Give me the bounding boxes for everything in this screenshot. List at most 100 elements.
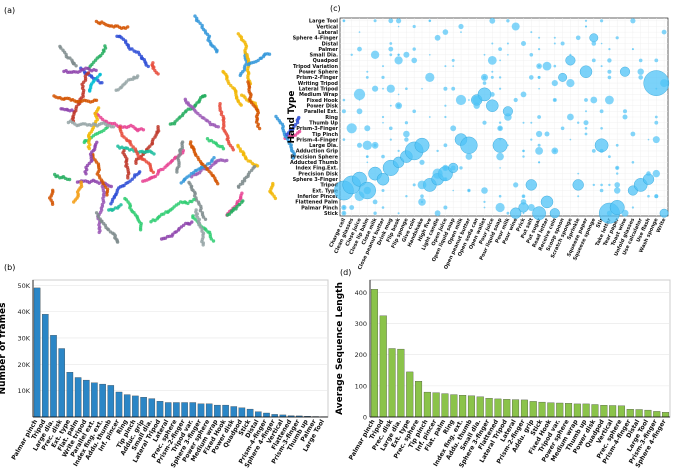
- bubble: [622, 114, 628, 120]
- bar: [238, 407, 246, 418]
- y-tick-label: Lateral Tripod: [299, 87, 339, 93]
- bubble: [584, 98, 588, 102]
- bubble: [491, 70, 494, 73]
- embedding-point: [150, 142, 154, 146]
- bubble: [638, 58, 643, 63]
- embedding-point: [164, 210, 168, 214]
- bubble: [381, 206, 385, 209]
- bubble: [343, 19, 345, 22]
- embedding-point: [96, 75, 100, 79]
- bubble: [615, 36, 619, 40]
- bubble: [615, 143, 619, 147]
- bar: [83, 379, 90, 418]
- bar: [538, 401, 546, 418]
- bubble: [396, 18, 402, 24]
- bar: [246, 408, 254, 418]
- bubble: [535, 147, 543, 155]
- y-tick-label: 0: [363, 414, 367, 422]
- bubble: [520, 91, 527, 98]
- bubble: [381, 75, 385, 79]
- bubble: [481, 187, 488, 194]
- bubble: [397, 212, 400, 215]
- bubble: [537, 75, 541, 79]
- embedding-point: [94, 19, 99, 24]
- bubble: [412, 24, 416, 29]
- bubble: [520, 199, 527, 205]
- bubble: [525, 179, 537, 191]
- bar: [33, 287, 41, 418]
- bubble: [498, 126, 502, 130]
- bubble: [450, 125, 457, 132]
- bubble: [585, 25, 587, 28]
- y-tick-label: Flattened Palm: [295, 200, 338, 206]
- bubble: [549, 208, 560, 219]
- bubble: [616, 166, 619, 170]
- bubble: [376, 172, 390, 186]
- embedding-point: [236, 32, 240, 36]
- bar: [58, 348, 65, 418]
- bubble: [372, 85, 379, 92]
- embedding-point: [116, 144, 120, 148]
- embedding-point: [227, 81, 231, 86]
- embedding-point: [297, 115, 301, 120]
- bubble: [536, 130, 543, 138]
- embedding-point: [189, 140, 193, 144]
- embedding-point: [61, 48, 65, 52]
- bubble: [396, 103, 401, 108]
- bubble: [655, 87, 658, 90]
- y-tick-label: 10K: [17, 387, 30, 395]
- bubble: [357, 142, 362, 148]
- bubble: [608, 155, 611, 159]
- embedding-point: [209, 237, 213, 241]
- bubble: [530, 31, 533, 34]
- bar: [214, 404, 221, 418]
- bubble: [404, 121, 408, 125]
- bubble: [403, 130, 410, 138]
- embedding-point: [105, 193, 109, 197]
- bubble: [498, 121, 502, 124]
- bubble: [599, 188, 604, 193]
- bubble: [529, 75, 534, 80]
- y-tick-label: Power Disk: [307, 103, 339, 109]
- bubble: [585, 110, 587, 113]
- panel-label-c: (c): [330, 4, 341, 13]
- bar: [148, 398, 156, 418]
- bar: [459, 395, 467, 418]
- bubble: [507, 54, 509, 56]
- bubble: [498, 194, 502, 198]
- y-tick-label: Adduction Grip: [296, 149, 339, 155]
- bubble: [460, 31, 462, 33]
- bubble: [540, 195, 554, 209]
- y-tick-label: Large Dia.: [309, 143, 338, 149]
- bubble: [443, 166, 448, 170]
- embedding-point: [193, 14, 197, 18]
- bubble: [496, 152, 504, 161]
- bubble: [614, 187, 621, 194]
- bubble: [483, 200, 486, 203]
- y-tick-label: Quadpod: [313, 58, 339, 64]
- bubble: [567, 113, 574, 121]
- embedding-point: [208, 161, 212, 166]
- embedding-point: [211, 239, 216, 243]
- bubble: [638, 75, 643, 80]
- embedding-point: [138, 170, 142, 174]
- y-tick-label: Precision Sphere: [290, 154, 338, 160]
- bubble: [442, 29, 449, 35]
- bar: [164, 402, 172, 418]
- bubble: [434, 34, 441, 41]
- embedding-point: [96, 106, 101, 110]
- bubble: [443, 205, 448, 210]
- bubble: [428, 19, 431, 22]
- bubble: [389, 126, 393, 131]
- bubble: [467, 189, 470, 192]
- bubble: [572, 179, 584, 191]
- embedding-point: [59, 107, 63, 111]
- embedding-point: [151, 170, 155, 174]
- bar: [132, 395, 139, 418]
- bubble: [551, 80, 558, 87]
- bubble: [371, 141, 379, 149]
- bubble: [566, 79, 575, 88]
- bubble: [553, 64, 557, 68]
- bar: [388, 348, 396, 418]
- y-tick-label: Small Dia.: [310, 53, 339, 59]
